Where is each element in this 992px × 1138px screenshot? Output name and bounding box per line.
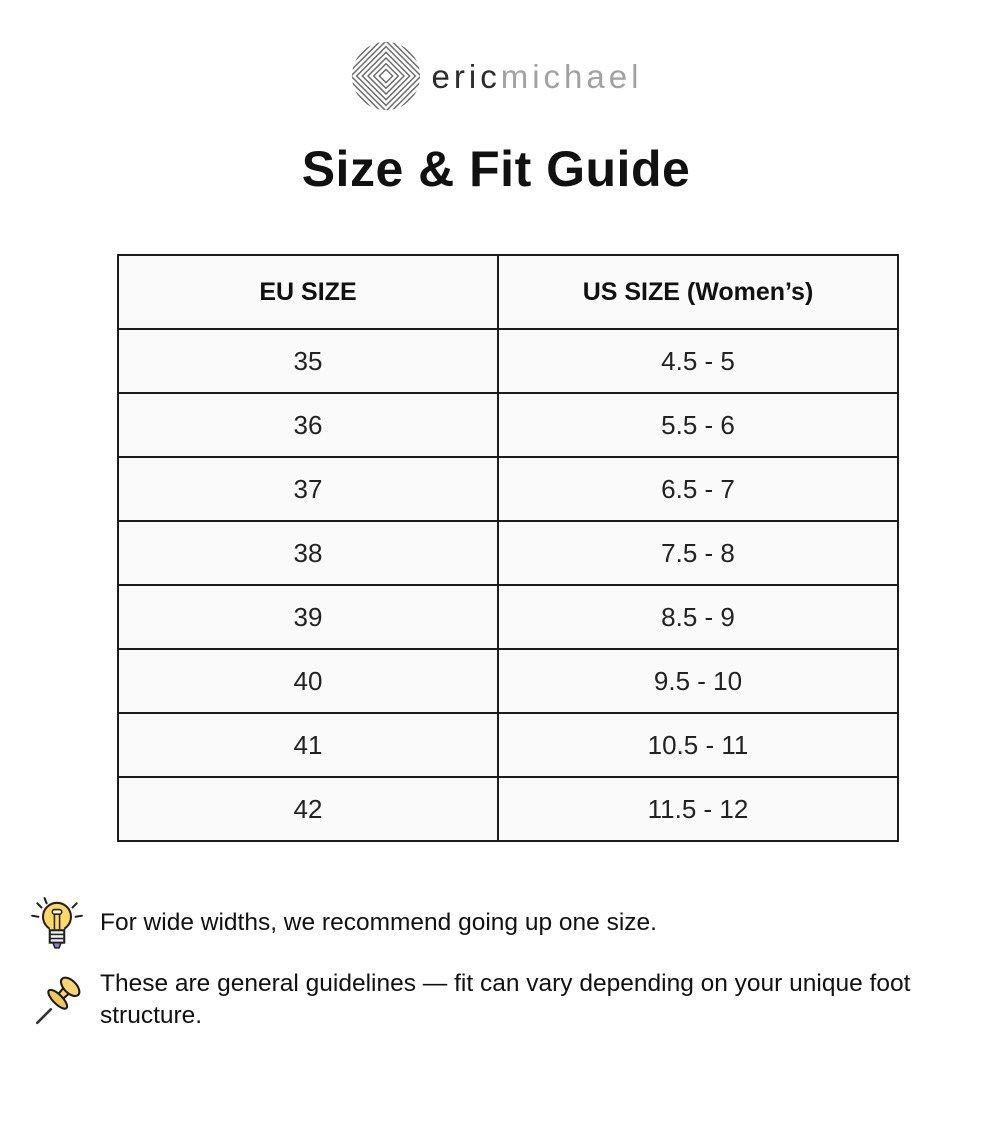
note-wide-widths: For wide widths, we recommend going up o… xyxy=(28,894,992,952)
us-size-value: 5.5 - 6 xyxy=(497,392,899,458)
header-us-size: US SIZE (Women’s) xyxy=(497,254,899,330)
note-text-general-guidelines: These are general guidelines — fit can v… xyxy=(100,970,911,1029)
eu-size-value: 39 xyxy=(117,584,499,650)
lightbulb-icon xyxy=(31,897,83,949)
table-row: 42 11.5 - 12 xyxy=(117,776,899,842)
eu-size-value: 42 xyxy=(117,776,499,842)
us-size-value: 9.5 - 10 xyxy=(497,648,899,714)
table-row: 40 9.5 - 10 xyxy=(117,648,899,714)
eu-size-value: 38 xyxy=(117,520,499,586)
table-row: 39 8.5 - 9 xyxy=(117,584,899,650)
table-row: 38 7.5 - 8 xyxy=(117,520,899,586)
brand-wordmark: ericmichael xyxy=(432,60,643,93)
header-eu-size: EU SIZE xyxy=(117,254,499,330)
eu-size-value: 40 xyxy=(117,648,499,714)
us-size-value: 10.5 - 11 xyxy=(497,712,899,778)
brand-name-secondary: michael xyxy=(500,57,643,95)
us-size-value: 7.5 - 8 xyxy=(497,520,899,586)
page-title: Size & Fit Guide xyxy=(301,141,691,197)
pushpin-icon xyxy=(36,976,81,1024)
size-chart-table: EU SIZE US SIZE (Women’s) 35 4.5 - 5 36 … xyxy=(117,254,899,842)
footnotes-section: For wide widths, we recommend going up o… xyxy=(28,894,992,1032)
diamond-pattern-logo-icon xyxy=(351,41,420,111)
note-general-guidelines: These are general guidelines — fit can v… xyxy=(28,968,992,1032)
table-row: 36 5.5 - 6 xyxy=(117,392,899,458)
brand-name-primary: eric xyxy=(431,57,501,95)
note-text-wide-widths: For wide widths, we recommend going up o… xyxy=(100,909,657,937)
eu-size-value: 35 xyxy=(117,328,499,394)
eu-size-value: 37 xyxy=(117,456,499,522)
table-row: 37 6.5 - 7 xyxy=(117,456,899,522)
us-size-value: 4.5 - 5 xyxy=(497,328,899,394)
eu-size-value: 36 xyxy=(117,392,499,458)
brand-logo: ericmichael xyxy=(0,38,992,114)
table-header-row: EU SIZE US SIZE (Women’s) xyxy=(117,254,899,330)
eu-size-value: 41 xyxy=(117,712,499,778)
us-size-value: 6.5 - 7 xyxy=(497,456,899,522)
us-size-value: 8.5 - 9 xyxy=(497,584,899,650)
us-size-value: 11.5 - 12 xyxy=(497,776,899,842)
table-row: 35 4.5 - 5 xyxy=(117,328,899,394)
table-row: 41 10.5 - 11 xyxy=(117,712,899,778)
